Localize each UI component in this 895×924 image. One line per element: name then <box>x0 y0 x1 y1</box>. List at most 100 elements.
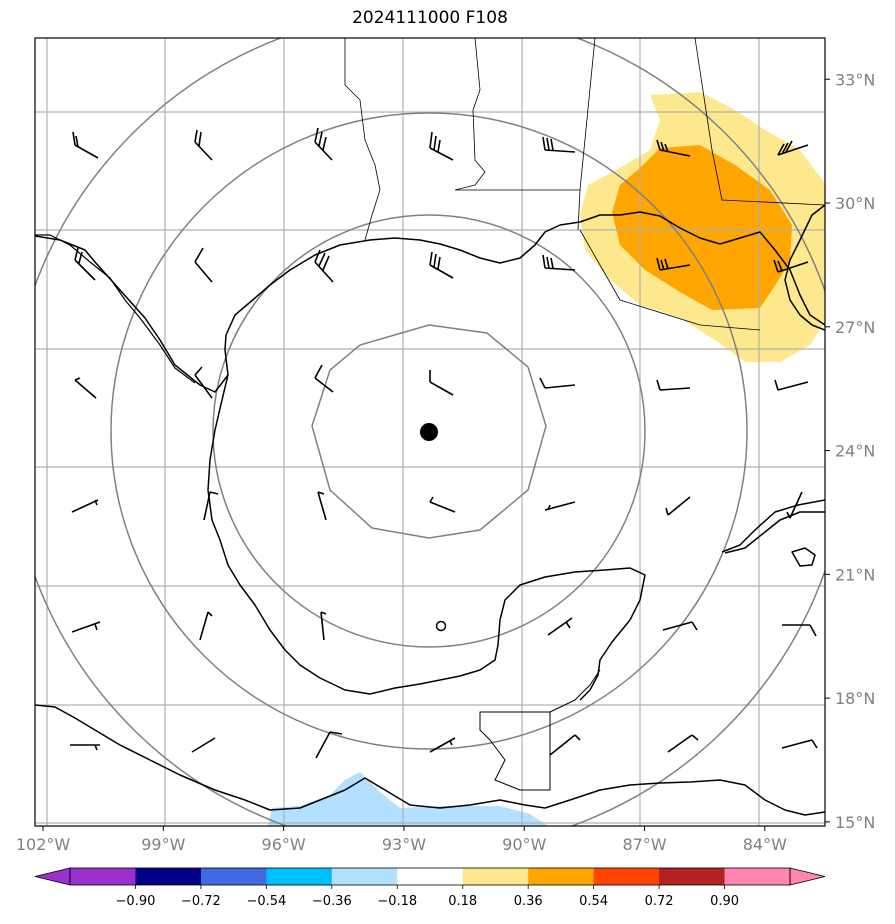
wind-barb <box>194 129 213 161</box>
coast-usa-gulf <box>35 211 825 393</box>
wind-barb <box>199 611 213 641</box>
colorbar-extend-low <box>34 867 71 886</box>
wind-barb <box>429 131 454 161</box>
colorbar-swatch <box>331 868 398 885</box>
island-isle-of-youth <box>791 547 816 567</box>
state-borders <box>344 38 825 331</box>
lon-tick-label: 102°W <box>16 835 71 854</box>
range-ring-2 <box>212 214 646 648</box>
colorbar-extend-high <box>789 867 826 886</box>
border-mexico-guatemala <box>479 711 551 791</box>
border-belize <box>549 669 601 713</box>
lon-tick-label: 84°W <box>743 835 787 854</box>
wind-barb <box>542 254 576 271</box>
colorbar-swatch <box>528 868 595 885</box>
coast-central-america <box>35 704 825 816</box>
negative-anomaly-light <box>268 772 548 826</box>
wind-barb <box>74 377 97 399</box>
wind-barb <box>539 377 576 389</box>
wind-barb <box>547 617 573 636</box>
wind-barb <box>314 127 333 161</box>
lon-tick-label: 99°W <box>141 835 185 854</box>
wind-barb <box>656 139 691 157</box>
graticule <box>35 38 825 826</box>
wind-barb <box>782 624 817 637</box>
colorbar-tick-label: −0.90 <box>116 894 156 909</box>
colorbar-swatch <box>462 868 529 885</box>
colorbar-labels: −0.90 −0.72 −0.54 −0.36 −0.18 0.18 0.36 0.54 0.7… <box>116 885 739 909</box>
lat-tick-label: 24°N <box>835 442 875 461</box>
wind-barb <box>74 247 96 281</box>
coast-cuba <box>721 499 825 553</box>
colorbar-frame <box>69 867 791 886</box>
wind-barbs <box>70 127 818 759</box>
latitude-labels: 33°N 30°N 27°N 24°N 21°N 18°N 15°N <box>825 70 875 832</box>
wind-barb <box>777 140 809 156</box>
colorbar-tick-label: −0.36 <box>312 894 352 909</box>
range-ring-inner <box>311 324 547 539</box>
colorbar-tick-label: 0.72 <box>645 894 674 909</box>
lon-tick-label: 90°W <box>502 835 546 854</box>
lat-tick-label: 18°N <box>835 689 875 708</box>
positive-anomaly-mid <box>612 145 792 310</box>
wind-barb <box>781 739 818 749</box>
map-title: 2024111000 F108 <box>352 8 508 28</box>
wind-barb <box>667 734 699 753</box>
wind-barb <box>662 621 698 631</box>
wind-barb <box>774 379 809 391</box>
colorbar <box>34 867 826 886</box>
lat-tick-label: 33°N <box>835 70 875 89</box>
lon-tick-label: 96°W <box>262 835 306 854</box>
range-rings <box>35 38 825 826</box>
wind-barb <box>542 136 576 153</box>
colorbar-tick-label: 0.90 <box>710 894 739 909</box>
wind-barb <box>71 621 101 633</box>
colorbar-swatch <box>70 868 136 885</box>
range-ring-3 <box>110 112 748 750</box>
wind-barb <box>786 491 803 519</box>
wind-barb <box>314 364 334 393</box>
colorbar-swatch <box>724 868 791 885</box>
plot-frame <box>34 37 826 827</box>
wind-barb <box>429 370 454 396</box>
longitude-labels: 102°W 99°W 96°W 93°W 90°W 87°W 84°W <box>16 826 787 854</box>
wind-barb <box>656 257 691 271</box>
wind-barb <box>320 611 327 641</box>
lat-tick-label: 27°N <box>835 318 875 337</box>
border-us-mexico <box>35 234 196 384</box>
colorbar-tick-label: −0.54 <box>246 894 286 909</box>
wind-barb <box>194 247 213 283</box>
wind-barb <box>72 131 99 159</box>
wind-barb <box>191 737 216 753</box>
lon-tick-label: 93°W <box>382 835 426 854</box>
colorbar-swatch <box>593 868 660 885</box>
coastlines <box>35 38 825 816</box>
wind-barb <box>549 734 581 756</box>
lon-tick-label: 87°W <box>622 835 666 854</box>
storm-center-marker <box>420 423 438 441</box>
coast-mexico-east <box>207 374 646 701</box>
wind-barb <box>429 251 454 279</box>
wind-barb <box>544 501 576 511</box>
colorbar-tick-label: 0.54 <box>579 894 608 909</box>
colorbar-tick-label: −0.18 <box>377 894 417 909</box>
wind-barb <box>317 491 327 521</box>
wind-barb <box>429 737 456 753</box>
wind-barb <box>656 379 691 391</box>
wind-barb <box>194 366 213 399</box>
wind-barb <box>773 259 809 273</box>
colorbar-swatch <box>135 868 202 885</box>
colorbar-swatch <box>200 868 267 885</box>
coast-cuba-south <box>724 511 825 554</box>
small-ring-marker <box>435 620 447 632</box>
wind-barb <box>314 249 334 283</box>
coast-florida <box>784 204 825 331</box>
wind-barb <box>71 499 99 513</box>
colorbar-swatch <box>397 868 464 885</box>
lat-tick-label: 21°N <box>835 565 875 584</box>
wind-barb <box>315 731 343 759</box>
lat-tick-label: 15°N <box>835 813 875 832</box>
wind-barb <box>665 496 691 516</box>
colorbar-tick-label: −0.72 <box>181 894 221 909</box>
